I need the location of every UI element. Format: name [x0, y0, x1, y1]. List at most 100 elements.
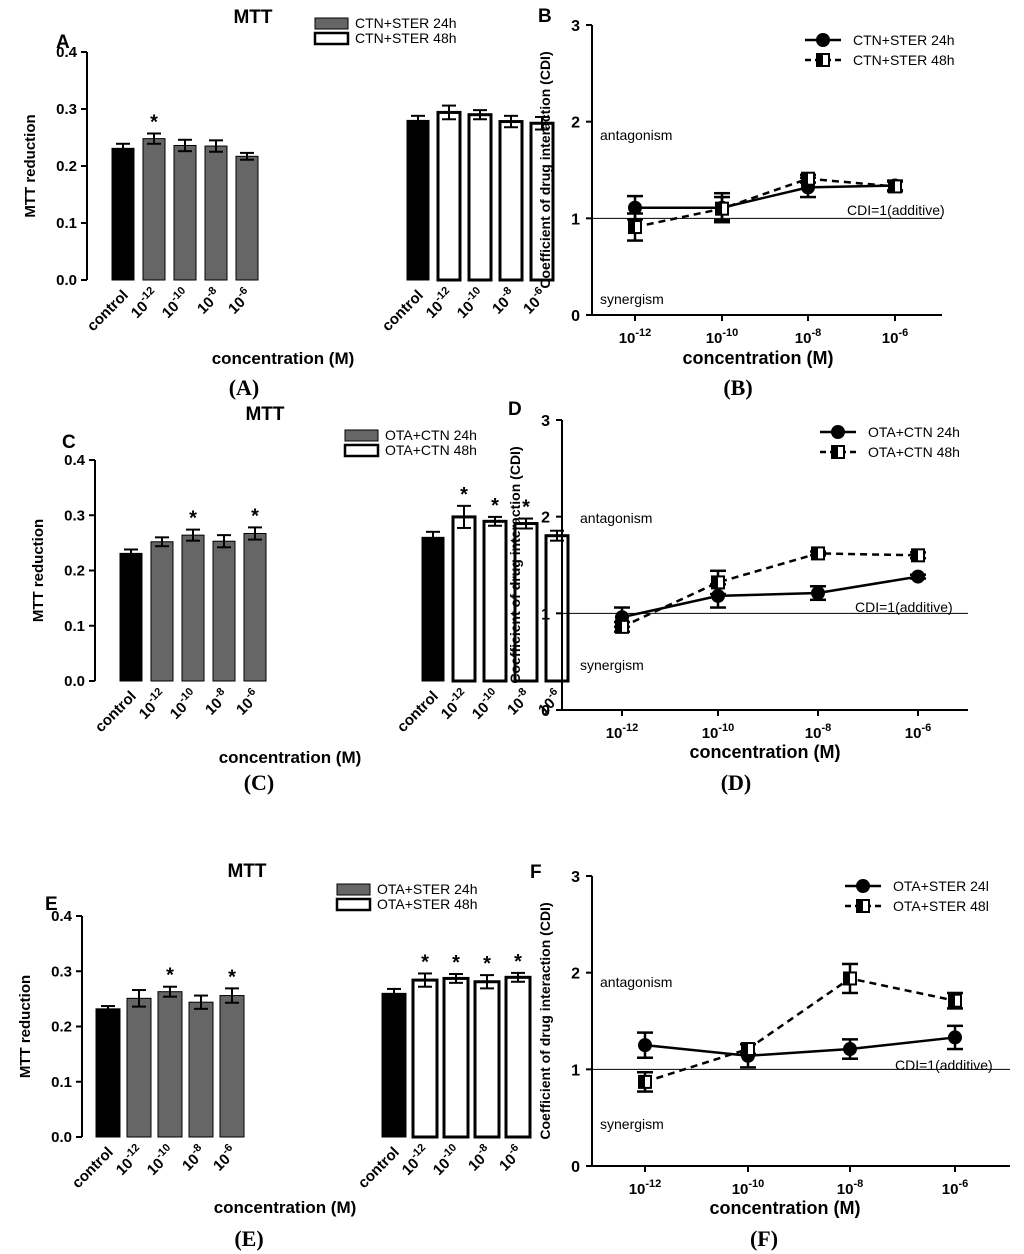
- legend-marker-half: [832, 446, 838, 458]
- bar: [173, 144, 197, 281]
- y-tick-label: 0.4: [51, 908, 73, 925]
- legend-label: OTA+STER 48l: [893, 898, 989, 914]
- y-tick-label: 0.0: [56, 272, 77, 289]
- legend-marker: [816, 33, 830, 47]
- x-tick-label: 10-8: [463, 1142, 496, 1175]
- bar: [188, 1001, 214, 1138]
- x-tick-label: 10-10: [702, 722, 735, 742]
- y-axis-label: Coefficient of drug interaction (CDI): [537, 902, 553, 1139]
- y-tick-label: 0.3: [56, 101, 77, 118]
- significance-star: *: [514, 951, 522, 973]
- x-tick-label: 10-12: [629, 1178, 662, 1198]
- x-tick-label: 10-10: [732, 1178, 765, 1198]
- antagonism-label: antagonism: [600, 127, 672, 143]
- y-tick-label: 2: [541, 510, 550, 527]
- x-tick-label: 10-10: [706, 327, 739, 347]
- x-tick-label: 10-10: [142, 1142, 179, 1179]
- synergism-label: synergism: [600, 1116, 664, 1132]
- x-tick-label: 10-8: [487, 285, 520, 318]
- y-tick-label: 0.1: [56, 215, 77, 232]
- significance-star: *: [189, 508, 197, 530]
- data-point-half: [812, 547, 818, 560]
- data-point: [638, 1038, 652, 1053]
- bar: [150, 541, 174, 682]
- bar: [421, 536, 445, 682]
- y-tick-label: 0.3: [51, 963, 72, 980]
- x-tick-label: 10-6: [518, 285, 551, 318]
- chart-title: MTT: [233, 7, 272, 28]
- chart-title: MTT: [227, 861, 266, 882]
- synergism-label: synergism: [580, 657, 644, 673]
- legend-label: OTA+CTN 48h: [385, 442, 477, 458]
- bar: [235, 155, 259, 281]
- y-tick-label: 3: [541, 413, 550, 430]
- chart-title: MTT: [245, 404, 284, 425]
- series-line: [621, 575, 919, 619]
- y-tick-label: 0.2: [64, 563, 85, 580]
- bar: [181, 534, 205, 682]
- legend-label: OTA+CTN 24h: [385, 427, 477, 443]
- series-line: [634, 177, 896, 229]
- bar: [126, 997, 152, 1138]
- data-point: [711, 588, 725, 603]
- x-tick-label: 10-8: [200, 686, 233, 719]
- y-tick-label: 0.0: [51, 1129, 72, 1146]
- significance-star: *: [460, 484, 468, 506]
- legend-label: OTA+STER 24l: [893, 878, 989, 894]
- synergism-label: synergism: [600, 291, 664, 307]
- bar: [212, 540, 236, 682]
- x-tick-label: 10-12: [421, 285, 458, 322]
- legend-swatch: [335, 897, 372, 912]
- x-tick-label: control: [379, 287, 427, 335]
- data-point: [948, 1030, 962, 1045]
- x-tick-label: control: [394, 688, 442, 736]
- y-tick-label: 0: [571, 1159, 580, 1176]
- y-tick-label: 0.2: [56, 158, 77, 175]
- legend-swatch: [314, 17, 349, 30]
- line-chart-B: B (B) 0 1 2 3 CDI=1(additive) antagonism synergi…: [537, 6, 955, 400]
- x-tick-label: 10-12: [111, 1142, 148, 1179]
- panel-caption: (F): [750, 1226, 778, 1251]
- x-axis-label: concentration (M): [710, 1198, 861, 1218]
- significance-star: *: [452, 952, 460, 974]
- x-axis-label: concentration (M): [212, 349, 355, 368]
- line-chart-D: D (D) 0 1 2 3 CDI=1(additive) antagonism synergi…: [507, 399, 968, 795]
- series-line: [644, 977, 956, 1084]
- y-tick-label: 2: [571, 966, 580, 983]
- x-tick-label: 10-8: [805, 722, 831, 742]
- x-tick-label: 10-12: [619, 327, 652, 347]
- x-tick-label: 10-10: [467, 686, 504, 723]
- x-tick-label: 10-10: [452, 285, 489, 322]
- significance-star: *: [228, 966, 236, 988]
- y-tick-label: 0: [541, 703, 550, 720]
- x-tick-label: control: [69, 1144, 117, 1192]
- bar: [406, 119, 430, 281]
- legend-label: OTA+CTN 24h: [868, 424, 960, 440]
- y-axis-label: MTT reduction: [17, 975, 34, 1078]
- bar: [219, 995, 245, 1138]
- x-tick-label: control: [92, 688, 140, 736]
- x-axis-label: concentration (M): [214, 1198, 357, 1217]
- data-point-half: [889, 180, 895, 193]
- legend-marker-half: [857, 900, 863, 912]
- bar: [451, 515, 477, 683]
- x-tick-label: 10-6: [223, 285, 256, 318]
- panel-caption: (A): [229, 375, 260, 400]
- significance-star: *: [491, 495, 499, 517]
- y-axis-label: Coefficient of drug interaction (CDI): [537, 51, 553, 288]
- x-tick-label: 10-6: [208, 1142, 241, 1175]
- bar: [482, 519, 508, 683]
- bar: [473, 980, 501, 1139]
- legend-label: OTA+STER 24h: [377, 881, 478, 897]
- panel-letter: D: [508, 399, 522, 420]
- x-tick-label: 10-12: [397, 1142, 434, 1179]
- x-tick-label: 10-12: [134, 686, 171, 723]
- y-tick-label: 1: [571, 211, 580, 228]
- data-point-half: [912, 549, 918, 562]
- legend-swatch: [343, 443, 380, 458]
- x-axis-label: concentration (M): [683, 348, 834, 368]
- x-tick-label: control: [84, 287, 132, 335]
- x-tick-label: 10-12: [436, 686, 473, 723]
- bar: [498, 120, 524, 282]
